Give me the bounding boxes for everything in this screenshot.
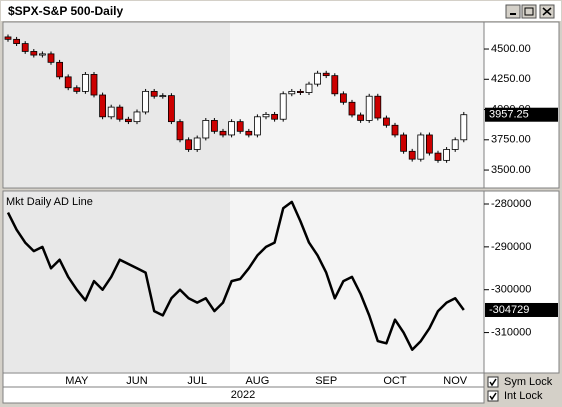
candle-body: [279, 93, 287, 120]
candle-body: [219, 130, 227, 136]
candle-body: [150, 90, 158, 97]
candle-body: [365, 95, 373, 121]
candle-body: [210, 120, 218, 132]
y-tick-label: -280000: [491, 198, 531, 210]
checkbox[interactable]: [487, 390, 499, 402]
x-tick-label: JUN: [126, 375, 147, 387]
price-axis: [483, 21, 560, 189]
candle-body: [296, 90, 304, 93]
x-tick-label: JUL: [187, 375, 207, 387]
ad-line: [6, 200, 465, 351]
candle-body: [39, 53, 46, 56]
window-title: $SPX-S&P 500-Daily: [8, 4, 123, 18]
checkbox[interactable]: [487, 376, 499, 388]
icon: [524, 7, 534, 16]
candle-body: [253, 116, 261, 136]
candle-body: [4, 36, 12, 40]
candle-body: [434, 152, 442, 161]
shade: [4, 192, 230, 372]
candle-body: [408, 150, 416, 160]
candle-body: [288, 90, 296, 95]
candle-body: [167, 95, 175, 123]
candle-body: [391, 124, 399, 136]
candle-body: [228, 121, 236, 136]
candle-body: [116, 106, 124, 120]
y-tick-label: -310000: [491, 326, 531, 338]
x-tick-label: OCT: [383, 375, 407, 387]
last-value-box: [485, 302, 558, 317]
candle-body: [339, 93, 347, 103]
checkbox-label: Int Lock: [504, 390, 543, 402]
candle-body: [348, 101, 356, 116]
check: [489, 378, 497, 387]
candle-body: [443, 149, 451, 161]
candle-body: [185, 139, 193, 150]
check: [489, 392, 497, 401]
y-tick-label: 3500.00: [491, 164, 531, 176]
x-tick-label: AUG: [245, 375, 269, 387]
candle-body: [176, 121, 184, 141]
ad-axis: [483, 190, 560, 374]
candle-body: [73, 87, 81, 92]
panel-title: Mkt Daily AD Line: [6, 196, 93, 208]
last-value-label: -304729: [489, 304, 529, 316]
candle-body: [322, 72, 330, 77]
candle-body: [425, 134, 433, 154]
candle-body: [47, 53, 55, 63]
x-tick-label: NOV: [443, 375, 468, 387]
candle-body: [374, 95, 382, 119]
y-tick-label: -290000: [491, 241, 531, 253]
icon: [542, 7, 552, 16]
y-tick-label: -300000: [491, 284, 531, 296]
checkbox-label: Sym Lock: [504, 376, 553, 388]
candle-body: [357, 114, 365, 121]
last-value-box: [485, 107, 558, 122]
y-tick-label: 4500.00: [491, 43, 531, 55]
minimize-button[interactable]: [505, 4, 521, 19]
last-value-label: 3957.25: [489, 109, 529, 121]
candle-body: [99, 94, 106, 118]
candle-body: [13, 38, 21, 44]
candle-body: [382, 117, 390, 126]
y-tick-label: 3750.00: [491, 134, 531, 146]
candle-body: [193, 137, 201, 150]
candle-body: [236, 121, 244, 132]
candle-body: [90, 74, 98, 96]
candle-body: [262, 113, 270, 118]
year-label: 2022: [231, 389, 255, 401]
candle-body: [21, 43, 29, 52]
candle-body: [451, 139, 459, 150]
candle-body: [64, 76, 72, 89]
candle-body: [142, 90, 150, 113]
candle-body: [271, 113, 279, 120]
candle-body: [82, 74, 89, 92]
candle-body: [56, 61, 63, 78]
x-tick-label: SEP: [315, 375, 337, 387]
maximize-button[interactable]: [521, 4, 537, 19]
x-tick-label: MAY: [65, 375, 89, 387]
candle-body: [202, 120, 210, 139]
title-bar: [1, 1, 561, 21]
candle-body: [133, 111, 141, 123]
candle-body: [107, 106, 115, 118]
window-buttons[interactable]: [505, 4, 555, 19]
candle-body: [331, 75, 339, 95]
candle-body: [305, 83, 313, 93]
candle-body: [159, 95, 167, 98]
candle-body: [30, 51, 38, 56]
year-axis: [2, 386, 485, 404]
candle-body: [245, 130, 253, 136]
candle-body: [125, 118, 132, 123]
shade: [4, 23, 230, 187]
y-tick-label: 4250.00: [491, 73, 531, 85]
candle-body: [314, 72, 322, 85]
candle-body: [400, 134, 408, 152]
candle-body: [417, 134, 425, 160]
candle-body: [460, 114, 468, 141]
